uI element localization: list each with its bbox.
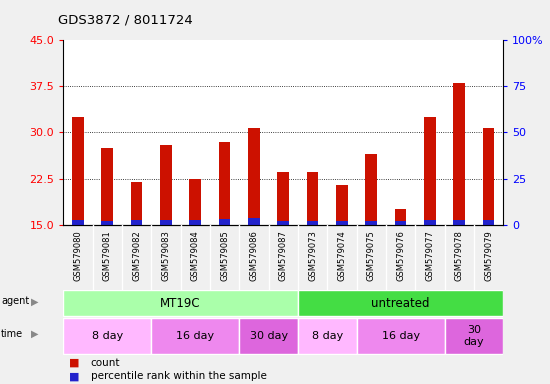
Bar xyxy=(453,220,465,225)
Text: 30 day: 30 day xyxy=(250,331,288,341)
Text: GSM579078: GSM579078 xyxy=(455,230,464,281)
Bar xyxy=(365,154,377,225)
Text: GSM579085: GSM579085 xyxy=(220,230,229,281)
Text: time: time xyxy=(1,329,23,339)
Bar xyxy=(307,221,318,225)
Bar xyxy=(365,221,377,225)
Text: MT19C: MT19C xyxy=(160,297,201,310)
Text: GSM579079: GSM579079 xyxy=(484,230,493,281)
Bar xyxy=(336,221,348,225)
Text: 30
day: 30 day xyxy=(464,325,484,347)
Bar xyxy=(307,172,318,225)
Bar xyxy=(239,318,298,354)
Bar xyxy=(424,220,436,225)
Bar xyxy=(248,218,260,225)
Text: 8 day: 8 day xyxy=(92,331,123,341)
Text: GSM579074: GSM579074 xyxy=(337,230,346,281)
Text: GSM579080: GSM579080 xyxy=(73,230,82,281)
Text: 16 day: 16 day xyxy=(176,331,214,341)
Text: GSM579077: GSM579077 xyxy=(425,230,435,281)
Text: GSM579083: GSM579083 xyxy=(161,230,170,281)
Bar xyxy=(72,220,84,225)
Bar xyxy=(63,290,298,316)
Text: GSM579082: GSM579082 xyxy=(132,230,141,281)
Bar xyxy=(131,220,142,225)
Bar xyxy=(72,117,84,225)
Bar xyxy=(189,220,201,225)
Bar xyxy=(277,221,289,225)
Bar xyxy=(424,117,436,225)
Text: percentile rank within the sample: percentile rank within the sample xyxy=(91,371,267,381)
Text: ■: ■ xyxy=(69,358,79,368)
Text: ▶: ▶ xyxy=(31,329,38,339)
Text: GSM579075: GSM579075 xyxy=(367,230,376,281)
Bar xyxy=(395,209,406,225)
Text: ▶: ▶ xyxy=(31,296,38,306)
Bar xyxy=(248,128,260,225)
Bar xyxy=(219,219,230,225)
Bar xyxy=(298,318,356,354)
Bar xyxy=(160,145,172,225)
Bar xyxy=(160,220,172,225)
Text: untreated: untreated xyxy=(371,297,430,310)
Bar xyxy=(444,318,503,354)
Bar xyxy=(151,318,239,354)
Text: 8 day: 8 day xyxy=(312,331,343,341)
Text: GSM579081: GSM579081 xyxy=(103,230,112,281)
Bar xyxy=(336,185,348,225)
Text: 16 day: 16 day xyxy=(382,331,420,341)
Bar xyxy=(395,221,406,225)
Bar xyxy=(189,179,201,225)
Bar xyxy=(356,318,444,354)
Text: ■: ■ xyxy=(69,371,79,381)
Text: GSM579076: GSM579076 xyxy=(396,230,405,281)
Bar xyxy=(298,290,503,316)
Bar xyxy=(277,172,289,225)
Bar xyxy=(101,221,113,225)
Bar xyxy=(101,148,113,225)
Bar xyxy=(453,83,465,225)
Text: agent: agent xyxy=(1,296,29,306)
Bar xyxy=(483,128,494,225)
Text: count: count xyxy=(91,358,120,368)
Text: GDS3872 / 8011724: GDS3872 / 8011724 xyxy=(58,13,192,26)
Text: GSM579073: GSM579073 xyxy=(308,230,317,281)
Bar xyxy=(131,182,142,225)
Text: GSM579084: GSM579084 xyxy=(191,230,200,281)
Text: GSM579086: GSM579086 xyxy=(249,230,258,281)
Bar xyxy=(219,142,230,225)
Bar xyxy=(63,318,151,354)
Text: GSM579087: GSM579087 xyxy=(279,230,288,281)
Bar xyxy=(483,220,494,225)
